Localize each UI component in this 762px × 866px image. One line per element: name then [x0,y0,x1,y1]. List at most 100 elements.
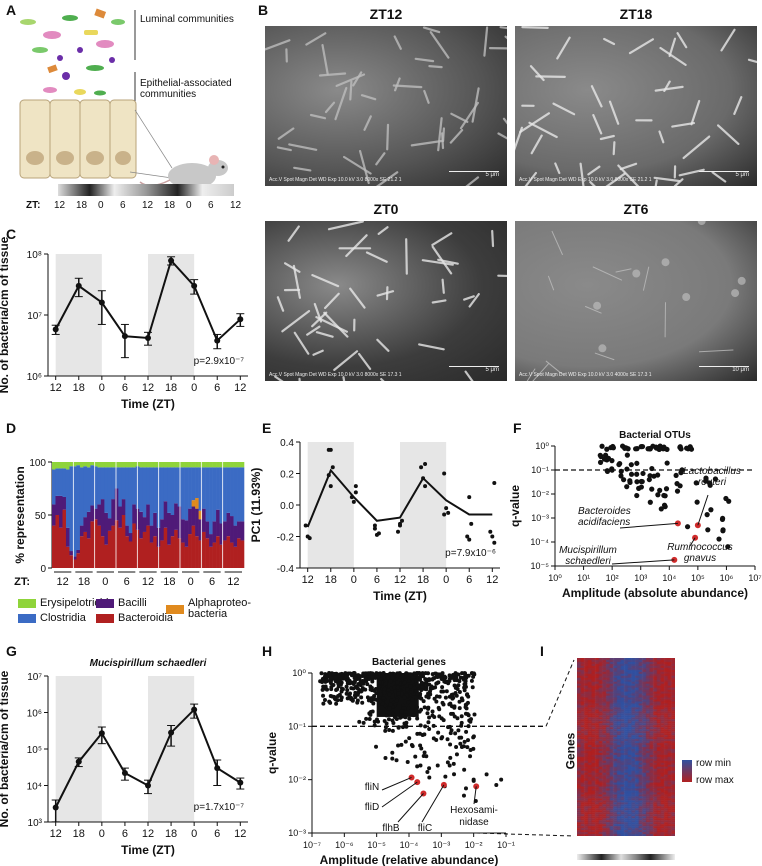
bar-segment [65,527,70,547]
y-tick-label: 10⁰ [292,668,306,678]
otu-point [640,470,646,477]
otu-point [647,499,653,505]
bar-segment [86,467,91,512]
gene-point [328,694,333,699]
gene-point [417,731,422,736]
data-point [75,282,82,289]
gene-point [363,687,368,692]
label-flhb: flhB [382,823,400,834]
gene-point [465,745,470,750]
p-value-annotation: p=2.9x10⁻⁷ [194,356,245,367]
bar-segment [55,495,60,515]
gene-point [445,680,450,685]
data-point [328,447,333,452]
y-tick-label: 10⁻² [288,775,306,785]
gene-point [389,686,394,691]
bar-segment [209,462,213,468]
gene-point [365,682,370,687]
bar-segment [181,542,185,568]
otu-point [708,507,714,513]
gene-point [382,690,387,695]
bar-segment [100,536,105,568]
bar-segment [114,462,119,468]
gene-point [388,679,393,684]
label-lactobacillus: Lactobacillus [683,466,741,477]
data-point [98,730,105,737]
gene-point [394,698,399,703]
data-point [121,770,128,777]
data-point [121,333,128,340]
otu-point [598,453,604,460]
x-tick-label: 18 [73,828,85,840]
gene-point [419,746,424,751]
bar-segment [128,541,133,568]
gene-point [353,695,358,700]
data-point [419,465,424,470]
gene-point [409,742,414,747]
sem-caption: Acc.V Spot Magn Det WD Exp 10.0 kV 3.0 8… [269,372,402,378]
x-tick-label: 0 [191,382,197,394]
otu-point [634,492,640,499]
sem-panel-zt12: ZT12 Acc.V Spot Magn Det WD Exp 10.0 kV 3… [265,0,507,188]
sem-panel-zt18: ZT18 Acc.V Spot Magn Det WD Exp 10.0 kV 3… [515,0,757,188]
bar-segment [174,503,178,530]
bar-segment [72,466,77,557]
gene-point [395,673,400,678]
gene-point [384,721,389,726]
otu-point [646,476,652,483]
gene-point [435,763,440,768]
gene-point [403,715,408,720]
gene-point [472,712,477,717]
gene-point [388,702,393,707]
gene-point [421,699,426,704]
gene-point [390,728,395,733]
bar-segment [240,540,245,568]
dark-phase-shading [55,676,102,822]
sem-title: ZT0 [373,201,399,217]
bar-segment [153,462,158,468]
gene-point [335,698,340,703]
bar-segment [118,506,123,528]
bar-segment [132,462,137,468]
x-tick-label: 12 [142,382,154,394]
gene-point [427,682,432,687]
panel-letter-f: F [513,420,522,436]
bar-segment [146,525,151,568]
otu-point [604,468,611,475]
gene-point [440,671,445,676]
y-tick-label: 10⁻¹ [288,721,306,731]
y-tick-label: 10⁷ [27,311,42,322]
gene-point [372,697,377,702]
label-leader [421,784,445,823]
bar-segment [128,533,133,542]
otu-point [662,493,668,499]
bar-segment [219,462,224,468]
gene-point [427,727,432,732]
gene-point [431,723,436,728]
panel-letter-b: B [258,2,269,18]
bar-segment [76,549,81,554]
gene-point [453,690,458,695]
gene-point [457,699,462,704]
gene-point [395,680,400,685]
x-tick-label: 12 [142,576,154,588]
gene-point [445,737,450,742]
bar-segment [226,512,231,537]
gene-point [449,692,454,697]
bar-segment [170,515,175,537]
gene-point [452,772,457,777]
gene-point [339,698,344,703]
x-tick-label: 10¹ [577,573,590,583]
bar-segment [233,546,238,568]
gene-point [404,683,409,688]
bar-segment [212,521,217,543]
legend-swatch [18,614,36,623]
otu-point [605,455,612,461]
gene-point [394,758,399,763]
x-tick-label: 10⁷ [748,573,761,583]
sem-caption: Acc.V Spot Magn Det WD Exp 10.0 kV 3.0 8… [269,177,402,183]
gene-point [359,688,364,693]
bar-segment [93,462,98,467]
data-point [421,476,426,481]
bar-segment [90,521,95,568]
